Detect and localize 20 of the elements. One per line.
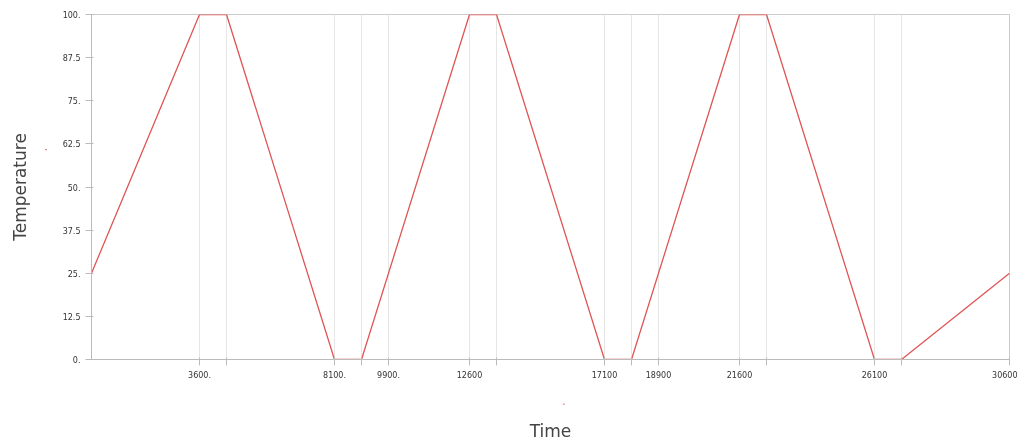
x-tick-label: 30600: [992, 370, 1017, 380]
y-tick-label: 37.5: [62, 226, 81, 236]
y-tick-label: 75.: [67, 97, 81, 107]
x-tick-label: 9900.: [377, 370, 400, 380]
x-tick-label: 18900: [645, 370, 672, 380]
x-tick-label: 17100: [591, 370, 618, 380]
x-tick-label: 8100.: [323, 370, 346, 380]
x-tick-label: 3600.: [188, 370, 211, 380]
y-axis-title: Temperature: [9, 133, 30, 242]
y-tick-label: 87.5: [62, 54, 81, 64]
y-tick-label: 62.5: [62, 140, 81, 150]
y-tick-label: 100.: [62, 11, 81, 20]
x-tick-label: 21600: [726, 370, 753, 380]
y-tick-label: 0.: [72, 356, 81, 365]
x-axis-title: Time: [528, 420, 572, 441]
y-tick-label: 12.5: [62, 312, 81, 322]
y-tick-label: 25.: [67, 269, 81, 279]
x-tick-label: 26100: [861, 370, 888, 380]
x-tick-label: 12600: [456, 370, 483, 380]
y-tick-label: 50.: [67, 183, 81, 193]
